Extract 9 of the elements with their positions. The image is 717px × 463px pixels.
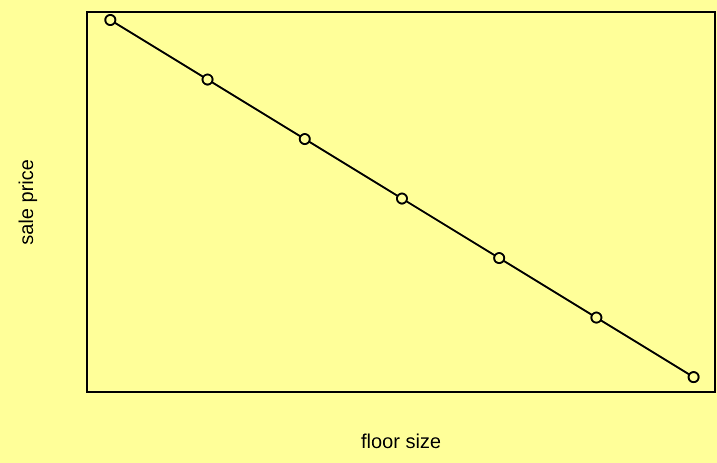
y-axis-title: sale price <box>16 159 38 245</box>
point <box>104 14 116 26</box>
point <box>493 252 506 264</box>
point <box>202 74 214 86</box>
point <box>298 133 311 146</box>
point <box>396 192 408 205</box>
point <box>590 312 602 324</box>
x-axis-title: floor size <box>360 431 442 453</box>
point <box>688 371 700 384</box>
